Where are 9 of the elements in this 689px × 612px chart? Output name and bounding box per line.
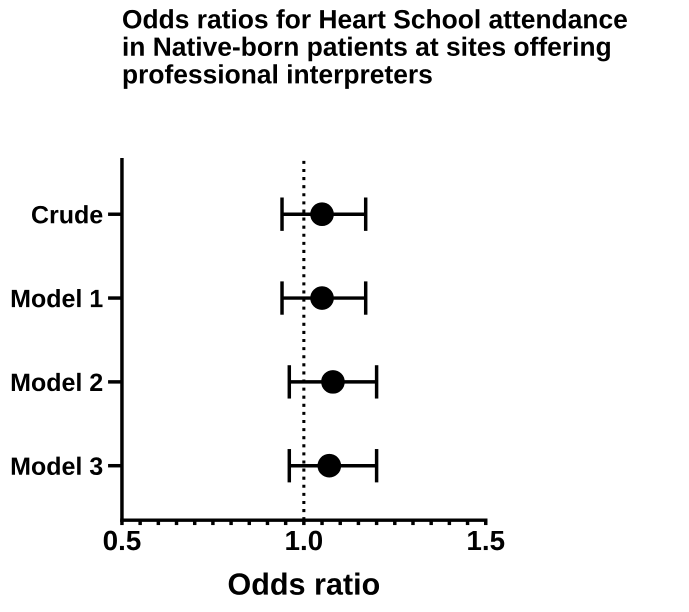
x-tick-label: 0.5	[104, 530, 140, 550]
x-tick-label: 1.0	[286, 530, 322, 550]
chart-title: Odds ratios for Heart School attendance in Native-born patients at sites offering professional interpreters	[123, 9, 627, 89]
y-tick-label: Model 1	[12, 288, 103, 308]
y-tick-label: Model 3	[12, 456, 102, 476]
y-tick-label: Crude	[32, 205, 102, 224]
x-tick-label: 1.5	[468, 530, 504, 550]
x-axis-title: Odds ratio	[228, 572, 380, 595]
y-tick-label: Model 2	[12, 372, 102, 392]
